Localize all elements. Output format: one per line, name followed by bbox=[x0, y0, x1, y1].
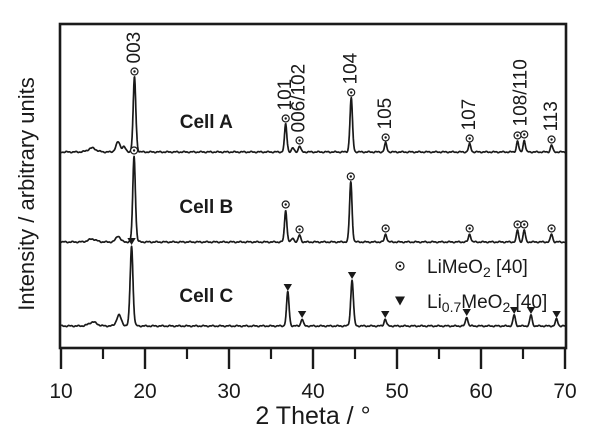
x-axis-tick-label: 20 bbox=[133, 380, 156, 403]
x-axis-tick-label: 70 bbox=[553, 380, 576, 403]
peak-marker-circle-dot-dot bbox=[298, 228, 301, 231]
xrd-trace-cell-b bbox=[60, 155, 566, 244]
peak-annotation-104: 104 bbox=[341, 52, 362, 84]
peak-marker-circle-dot-dot bbox=[468, 227, 471, 230]
series-label-cell-b: Cell B bbox=[179, 197, 233, 218]
series-label-cell-c: Cell C bbox=[179, 286, 233, 307]
peak-marker-circle-dot-dot bbox=[523, 133, 526, 136]
xrd-trace-cell-a bbox=[60, 76, 566, 154]
peak-marker-circle-dot-dot bbox=[468, 137, 471, 140]
peak-annotation-113: 113 bbox=[541, 101, 562, 131]
x-axis-tick-label: 30 bbox=[217, 380, 240, 403]
peak-annotation-101: 101 bbox=[275, 79, 296, 111]
peak-annotation-107: 107 bbox=[459, 99, 480, 131]
peak-annotation-003: 003 bbox=[124, 32, 145, 64]
x-axis-tick-label: 50 bbox=[385, 380, 408, 403]
peak-marker-circle-dot-dot bbox=[550, 138, 553, 141]
peak-marker-triangle bbox=[552, 311, 561, 318]
peak-marker-circle-dot-dot bbox=[349, 175, 352, 178]
peak-annotation-108-110: 108/110 bbox=[510, 59, 531, 126]
peak-marker-circle-dot-dot bbox=[550, 227, 553, 230]
peak-marker-circle-dot-dot bbox=[132, 149, 136, 152]
peak-marker-triangle bbox=[297, 311, 307, 318]
peak-annotation-006-102: 006/102 bbox=[289, 64, 310, 133]
series-label-cell-a: Cell A bbox=[180, 112, 233, 133]
peak-marker-circle-dot-dot bbox=[298, 139, 301, 142]
peak-marker-circle-dot-dot bbox=[350, 91, 353, 94]
peak-marker-circle-dot-dot bbox=[516, 223, 519, 226]
legend-label-0: LiMeO2 [40] bbox=[427, 257, 528, 280]
peak-marker-triangle bbox=[347, 272, 357, 279]
peak-marker-circle-dot-dot bbox=[523, 223, 526, 226]
peak-marker-circle-dot-dot bbox=[133, 70, 136, 73]
peak-marker-triangle bbox=[381, 311, 390, 318]
peak-marker-triangle bbox=[509, 307, 519, 314]
x-axis-tick-label: 60 bbox=[469, 380, 492, 403]
y-axis-label: Intensity / arbitrary units bbox=[14, 77, 39, 311]
x-axis-label: 2 Theta / ° bbox=[255, 402, 370, 430]
peak-marker-circle-dot-dot bbox=[384, 136, 387, 139]
peak-marker-circle-dot-dot bbox=[516, 134, 519, 137]
peak-marker-triangle bbox=[462, 309, 471, 316]
xrd-trace-cell-c bbox=[60, 245, 566, 328]
peak-marker-circle-dot-dot bbox=[284, 203, 287, 206]
legend-marker-circle-dot-dot bbox=[398, 264, 402, 268]
legend-label-1: Li0.7MeO2 [40] bbox=[427, 292, 547, 315]
legend-marker-triangle bbox=[395, 296, 405, 306]
peak-annotation-105: 105 bbox=[375, 98, 396, 130]
x-axis-tick-label: 40 bbox=[301, 380, 324, 403]
peak-marker-triangle bbox=[283, 284, 292, 291]
peak-marker-circle-dot-dot bbox=[384, 227, 387, 230]
peak-marker-triangle bbox=[127, 238, 136, 245]
peak-marker-circle-dot-dot bbox=[284, 117, 287, 120]
x-axis-tick-label: 10 bbox=[49, 380, 72, 403]
peak-marker-triangle bbox=[526, 307, 536, 314]
